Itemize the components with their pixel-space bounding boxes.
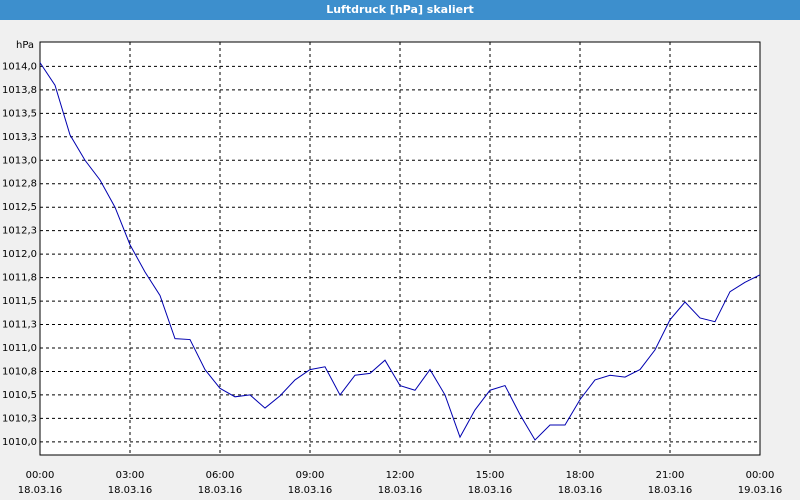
y-tick-label: 1011,3 <box>2 320 37 331</box>
x-tick-label: 00:00 <box>746 470 775 481</box>
x-tick-label: 12:00 <box>386 470 415 481</box>
y-tick-label: 1013,0 <box>2 155 37 166</box>
y-tick-label: 1014,0 <box>2 61 37 72</box>
y-tick-label: 1011,0 <box>2 343 37 354</box>
y-tick-label: 1012,3 <box>2 226 37 237</box>
x-tick-date: 18.03.16 <box>108 485 153 496</box>
window-title: Luftdruck [hPa] skaliert <box>0 0 800 20</box>
y-tick-label: 1010,5 <box>2 390 37 401</box>
y-axis-label: hPa <box>16 40 34 51</box>
x-tick-label: 21:00 <box>656 470 685 481</box>
x-tick-date: 18.03.16 <box>288 485 333 496</box>
y-tick-label: 1011,8 <box>2 273 37 284</box>
x-tick-date: 18.03.16 <box>558 485 603 496</box>
y-tick-label: 1013,8 <box>2 85 37 96</box>
x-tick-label: 00:00 <box>26 470 55 481</box>
y-tick-label: 1011,5 <box>2 296 37 307</box>
x-tick-label: 06:00 <box>206 470 235 481</box>
x-tick-date: 18.03.16 <box>468 485 513 496</box>
y-tick-label: 1013,5 <box>2 108 37 119</box>
x-tick-label: 03:00 <box>116 470 145 481</box>
x-tick-date: 18.03.16 <box>198 485 243 496</box>
x-tick-date: 18.03.16 <box>18 485 63 496</box>
y-tick-label: 1012,5 <box>2 202 37 213</box>
x-tick-date: 18.03.16 <box>648 485 693 496</box>
y-tick-label: 1010,0 <box>2 437 37 448</box>
x-tick-label: 18:00 <box>566 470 595 481</box>
chart: hPa 1010,0 1010,3 1010,5 1010,8 1011,0 1011,3… <box>2 40 783 496</box>
y-tick-label: 1013,3 <box>2 132 37 143</box>
x-tick-label: 09:00 <box>296 470 325 481</box>
x-tick-date: 18.03.16 <box>378 485 423 496</box>
y-tick-label: 1012,0 <box>2 249 37 260</box>
y-tick-label: 1010,8 <box>2 366 37 377</box>
line <box>39 62 761 441</box>
y-tick-label: 1012,8 <box>2 179 37 190</box>
x-tick-date: 19.03.16 <box>738 485 783 496</box>
x-tick-label: 15:00 <box>476 470 505 481</box>
y-tick-label: 1010,3 <box>2 413 37 424</box>
